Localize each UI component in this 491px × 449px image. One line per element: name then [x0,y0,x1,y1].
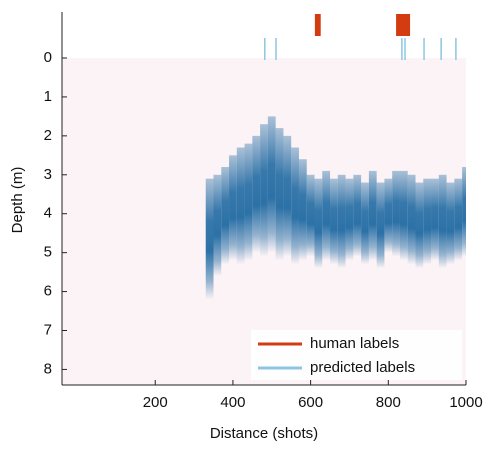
heat-column [407,174,416,265]
heat-column [415,182,424,269]
heat-column [314,178,323,269]
heat-column [298,159,307,261]
heat-column [337,174,346,269]
heat-column [205,178,214,300]
x-tick-label: 400 [220,394,245,411]
heat-column [368,170,377,261]
y-tick-label: 2 [44,127,52,144]
heat-column [213,174,222,276]
heat-column [244,143,253,261]
x-tick-label: 200 [143,394,168,411]
y-axis-label: Depth (m) [9,167,26,234]
human-label [396,14,411,36]
heat-column [361,182,369,265]
heat-column [306,174,315,257]
y-tick-label: 3 [44,166,52,183]
x-tick-label: 800 [376,394,401,411]
x-tick-label: 600 [298,394,323,411]
y-tick-label: 6 [44,283,52,300]
heat-column [431,178,439,261]
heat-column [345,178,354,261]
heat-column [384,178,393,253]
heat-column [446,182,455,265]
y-tick-label: 4 [44,205,52,222]
heat-column [236,147,245,265]
heat-column [399,170,408,261]
heat-column [462,167,466,257]
x-axis-label: Distance (shots) [210,425,318,442]
legend-box [251,330,462,380]
human-label [314,14,321,36]
y-tick-label: 5 [44,244,52,261]
heat-column [267,116,276,253]
heat-column [291,147,299,265]
heat-column [353,174,362,257]
heat-column [454,178,463,261]
heat-column [260,124,268,257]
y-tick-label: 0 [44,49,52,66]
heat-column [221,167,230,265]
heat-column [330,178,338,265]
y-tick-label: 7 [44,321,52,338]
x-tick-label: 1000 [449,394,482,411]
heat-column [229,155,237,261]
y-tick-label: 1 [44,88,52,105]
y-tick-label: 8 [44,360,52,377]
legend-label: predicted labels [310,359,415,376]
heat-column [275,128,284,261]
heat-column [376,182,385,269]
legend-label: human labels [310,335,399,352]
heat-column [423,178,432,265]
heat-column [322,170,331,261]
heat-column [283,135,292,257]
heat-column [392,170,400,257]
heat-column [252,135,261,253]
heat-column [438,174,447,269]
